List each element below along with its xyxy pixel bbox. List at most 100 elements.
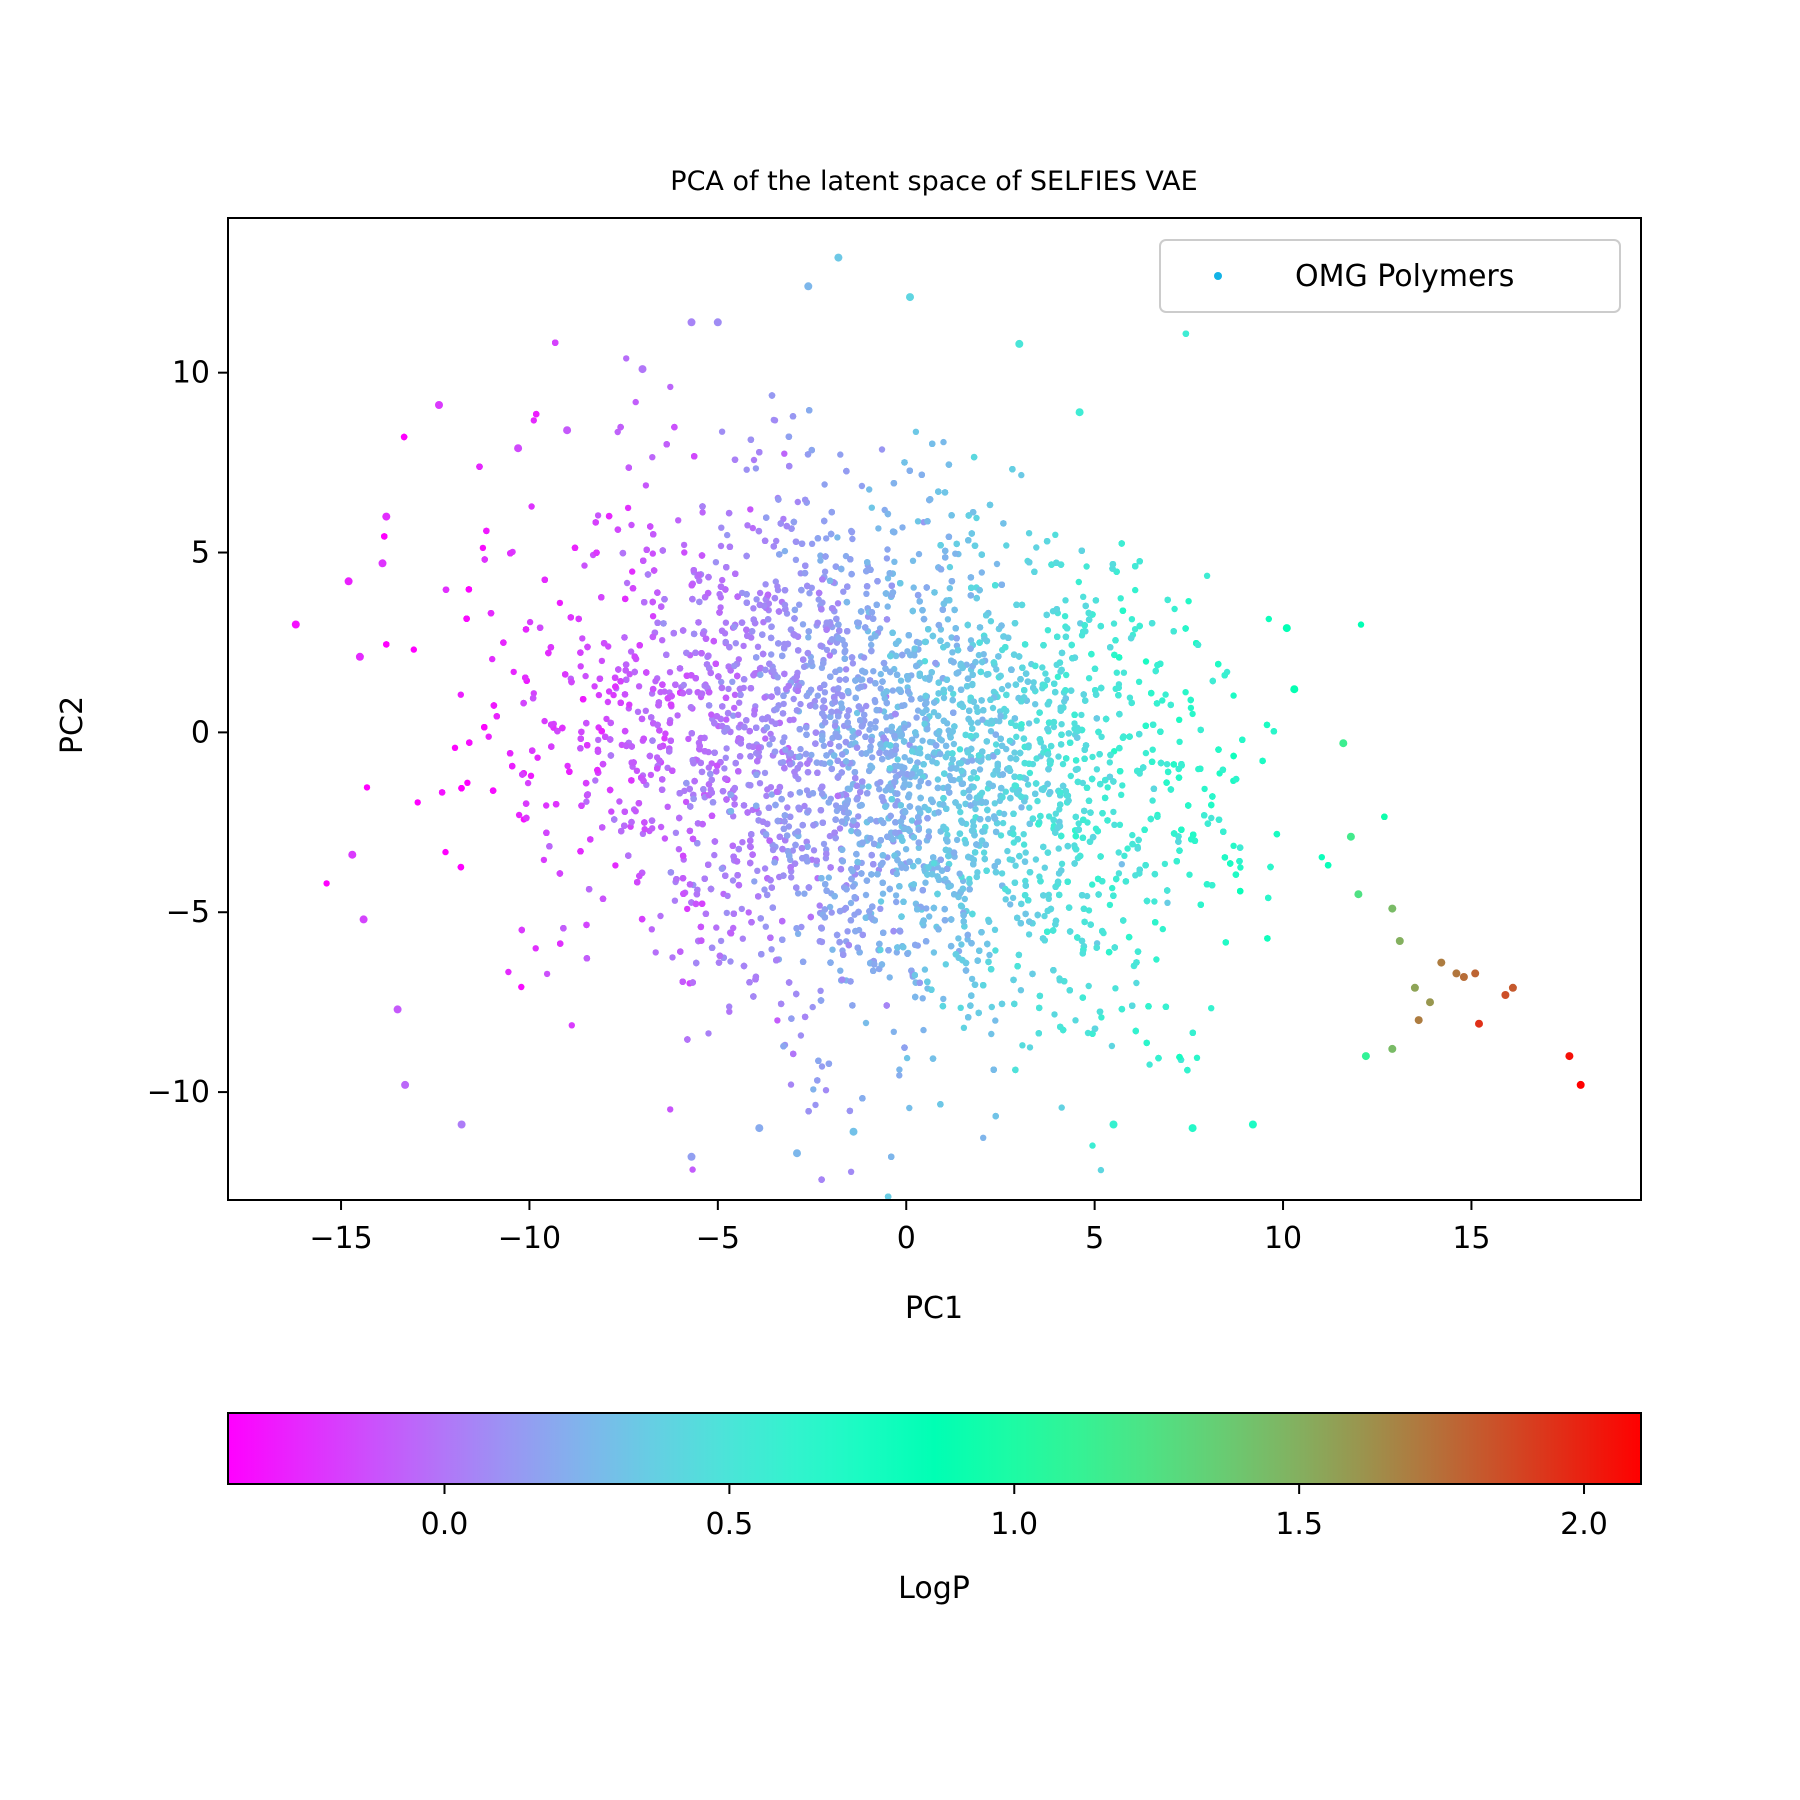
scatter-point: [1106, 759, 1114, 766]
scatter-point: [872, 718, 879, 725]
scatter-point: [840, 588, 847, 595]
scatter-point: [1230, 692, 1237, 699]
scatter-point: [906, 1104, 913, 1112]
scatter-point: [812, 703, 819, 710]
scatter-point: [794, 890, 802, 897]
scatter-point: [886, 974, 893, 981]
scatter-point: [595, 691, 603, 699]
scatter-point: [1056, 975, 1063, 982]
scatter-point: [1025, 530, 1033, 537]
scatter-point: [667, 383, 674, 391]
scatter-point: [581, 562, 588, 569]
scatter-point: [797, 745, 804, 753]
scatter-point: [726, 1003, 733, 1010]
scatter-point: [800, 663, 808, 670]
scatter-point: [925, 828, 933, 835]
scatter-point: [629, 568, 636, 575]
scatter-point: [745, 909, 752, 916]
scatter-point: [1002, 896, 1009, 903]
scatter-point: [518, 983, 525, 991]
scatter-point: [648, 926, 655, 933]
scatter-point: [632, 398, 639, 406]
scatter-point: [926, 913, 933, 920]
scatter-point: [798, 923, 805, 931]
scatter-point: [922, 879, 929, 886]
scatter-point: [505, 968, 512, 976]
scatter-point: [936, 735, 944, 743]
scatter-point: [752, 465, 760, 472]
scatter-point: [794, 930, 802, 937]
scatter-point: [901, 754, 908, 761]
scatter-point: [628, 521, 635, 529]
scatter-point: [1171, 605, 1178, 613]
scatter-point: [1115, 870, 1123, 877]
scatter-point: [868, 641, 875, 649]
scatter-point: [860, 654, 868, 661]
scatter-point: [1085, 675, 1093, 682]
scatter-point: [725, 685, 732, 693]
scatter-point: [862, 1019, 870, 1027]
scatter-point: [712, 559, 720, 566]
scatter-point: [1176, 738, 1183, 745]
scatter-point: [889, 687, 896, 694]
scatter-point: [925, 779, 932, 787]
scatter-point: [829, 946, 836, 953]
scatter-point: [847, 1168, 855, 1176]
scatter-point: [667, 1106, 674, 1113]
scatter-point: [836, 676, 843, 683]
scatter-point: [940, 995, 947, 1003]
scatter-point: [623, 355, 630, 362]
scatter-point: [986, 951, 993, 959]
scatter-point: [592, 777, 599, 784]
scatter-point: [1019, 1042, 1026, 1049]
scatter-point: [774, 674, 781, 681]
scatter-point: [1045, 813, 1053, 820]
scatter-point: [649, 825, 656, 832]
scatter-point: [705, 764, 712, 771]
scatter-point: [1161, 860, 1169, 868]
scatter-point: [751, 878, 758, 885]
scatter-point: [1075, 820, 1082, 827]
scatter-point: [867, 721, 874, 728]
scatter-point: [987, 618, 995, 625]
scatter-point: [718, 678, 725, 686]
scatter-point: [980, 651, 987, 658]
scatter-point: [884, 575, 892, 582]
scatter-point: [972, 805, 979, 813]
scatter-point: [729, 877, 737, 884]
scatter-point: [1093, 766, 1101, 773]
scatter-point: [1018, 471, 1025, 479]
scatter-point: [657, 823, 665, 831]
scatter-point: [1357, 621, 1365, 628]
scatter-point: [956, 746, 964, 753]
scatter-point: [1089, 881, 1096, 888]
scatter-point: [594, 512, 602, 519]
scatter-point: [772, 578, 779, 585]
scatter-point: [1265, 615, 1273, 623]
scatter-point: [1041, 864, 1049, 871]
scatter-point: [826, 832, 834, 840]
scatter-point: [956, 870, 963, 877]
scatter-point: [582, 672, 589, 680]
scatter-point: [942, 961, 949, 968]
scatter-point: [796, 601, 803, 608]
scatter-point: [608, 808, 615, 815]
scatter-point: [664, 764, 671, 771]
scatter-point: [1052, 531, 1059, 538]
scatter-point: [1203, 572, 1211, 579]
scatter-point: [604, 698, 612, 706]
scatter-point: [976, 766, 984, 773]
scatter-point: [821, 760, 828, 767]
scatter-point: [812, 1101, 819, 1109]
scatter-point: [756, 780, 764, 787]
scatter-point: [1186, 871, 1193, 878]
scatter-point: [767, 784, 775, 791]
scatter-point: [903, 1054, 911, 1062]
scatter-point: [968, 975, 976, 983]
scatter-point: [616, 798, 623, 805]
scatter-point: [699, 509, 706, 516]
scatter-point: [837, 967, 844, 974]
scatter-point: [747, 506, 754, 513]
scatter-point: [950, 690, 957, 697]
scatter-point: [821, 481, 828, 488]
